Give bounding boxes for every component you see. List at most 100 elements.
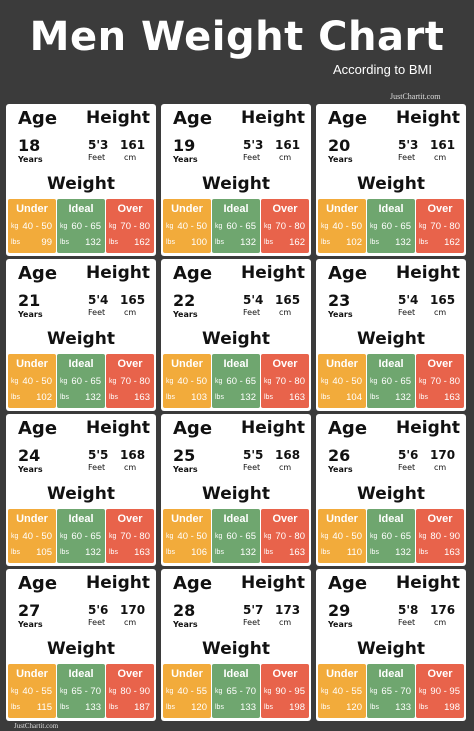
weight-box: Under kg 40 - 50 lbs 100 — [163, 199, 211, 253]
lbs-label: lbs — [264, 239, 273, 246]
feet-label: Feet — [398, 463, 416, 472]
lbs-label: lbs — [215, 704, 224, 711]
lbs-label: lbs — [109, 239, 118, 246]
kg-range: 70 - 80 — [275, 376, 305, 387]
age-value: 19 — [173, 136, 196, 155]
lbs-value: 105 — [36, 547, 52, 558]
category: Over — [427, 203, 453, 215]
years-label: Years — [173, 465, 198, 474]
kg-range: 60 - 65 — [71, 376, 101, 387]
kg-label: kg — [215, 378, 223, 385]
height-ft: 5'5 — [243, 448, 264, 462]
site-credit: JustChartit.com — [14, 722, 59, 730]
kg-label: kg — [11, 533, 19, 540]
lbs-label: lbs — [60, 549, 69, 556]
category: Under — [16, 358, 48, 370]
kg-label: kg — [215, 533, 223, 540]
weight-label: Weight — [202, 174, 270, 194]
weight-box: Over kg 70 - 80 lbs 162 — [416, 199, 464, 253]
lbs-label: lbs — [166, 549, 175, 556]
lbs-value: 120 — [191, 702, 207, 713]
kg-range: 60 - 65 — [226, 376, 256, 387]
kg-range: 65 - 70 — [226, 686, 256, 697]
lbs-label: lbs — [60, 394, 69, 401]
kg-label: kg — [11, 378, 19, 385]
kg-range: 70 - 80 — [120, 221, 150, 232]
height-ft: 5'7 — [243, 603, 264, 617]
weight-box: Under kg 40 - 55 lbs 120 — [163, 664, 211, 718]
category: Over — [117, 358, 143, 370]
kg-label: kg — [321, 688, 329, 695]
lbs-label: lbs — [109, 394, 118, 401]
kg-label: kg — [166, 688, 174, 695]
weight-label: Weight — [357, 639, 425, 659]
weight-box: Ideal kg 60 - 65 lbs 132 — [367, 509, 415, 563]
lbs-label: lbs — [264, 704, 273, 711]
years-label: Years — [18, 310, 43, 319]
lbs-value: 132 — [240, 237, 256, 248]
kg-range: 70 - 80 — [275, 221, 305, 232]
category: Under — [326, 358, 358, 370]
kg-range: 70 - 80 — [275, 531, 305, 542]
lbs-value: 133 — [85, 702, 101, 713]
category: Ideal — [378, 203, 404, 215]
weight-box: Under kg 40 - 55 lbs 120 — [318, 664, 366, 718]
years-label: Years — [328, 155, 353, 164]
weight-box: Under kg 40 - 50 lbs 102 — [318, 199, 366, 253]
age-label: Age — [18, 263, 58, 284]
feet-label: Feet — [243, 463, 261, 472]
category: Under — [171, 358, 203, 370]
age-label: Age — [173, 263, 213, 284]
lbs-value: 110 — [346, 547, 362, 558]
age-label: Age — [328, 263, 368, 284]
feet-label: Feet — [88, 463, 106, 472]
lbs-value: 132 — [240, 547, 256, 558]
years-label: Years — [173, 155, 198, 164]
kg-label: kg — [264, 378, 272, 385]
title: Men Weight Chart — [29, 14, 445, 60]
kg-range: 60 - 65 — [381, 376, 411, 387]
lbs-value: 163 — [134, 547, 150, 558]
category: Over — [272, 358, 298, 370]
weight-box: Ideal kg 60 - 65 lbs 132 — [57, 199, 105, 253]
height-cm: 161 — [430, 138, 456, 152]
category: Under — [16, 203, 48, 215]
height-label: Height — [241, 573, 305, 593]
weight-label: Weight — [357, 329, 425, 349]
kg-range: 90 - 95 — [275, 686, 305, 697]
height-ft: 5'4 — [88, 293, 109, 307]
kg-label: kg — [419, 533, 427, 540]
category: Under — [171, 668, 203, 680]
lbs-label: lbs — [215, 239, 224, 246]
lbs-label: lbs — [419, 549, 428, 556]
lbs-label: lbs — [215, 549, 224, 556]
category: Under — [16, 668, 48, 680]
card: Age Height 21 Years 5'4 Feet 165 cm Weight Under k… — [6, 259, 156, 411]
age-label: Age — [328, 573, 368, 594]
height-label: Height — [241, 263, 305, 283]
card: Age Height 26 Years 5'6 Feet 170 cm Weight Under k… — [316, 414, 466, 566]
weight-label: Weight — [47, 484, 115, 504]
years-label: Years — [18, 155, 43, 164]
category: Over — [117, 668, 143, 680]
cm-label: cm — [279, 308, 292, 317]
lbs-label: lbs — [264, 549, 273, 556]
lbs-label: lbs — [60, 704, 69, 711]
kg-range: 90 - 95 — [430, 686, 460, 697]
height-label: Height — [241, 418, 305, 438]
lbs-value: 99 — [41, 237, 52, 248]
cm-label: cm — [434, 308, 447, 317]
lbs-value: 132 — [85, 547, 101, 558]
age-value: 28 — [173, 601, 196, 620]
kg-range: 70 - 80 — [430, 221, 460, 232]
kg-label: kg — [109, 533, 117, 540]
lbs-value: 132 — [85, 392, 101, 403]
lbs-label: lbs — [11, 549, 20, 556]
card: Age Height 28 Years 5'7 Feet 173 cm Weight Under k… — [161, 569, 311, 721]
age-label: Age — [328, 108, 368, 129]
height-cm: 161 — [275, 138, 301, 152]
lbs-value: 133 — [240, 702, 256, 713]
height-ft: 5'5 — [88, 448, 109, 462]
height-cm: 170 — [430, 448, 456, 462]
height-cm: 161 — [120, 138, 146, 152]
